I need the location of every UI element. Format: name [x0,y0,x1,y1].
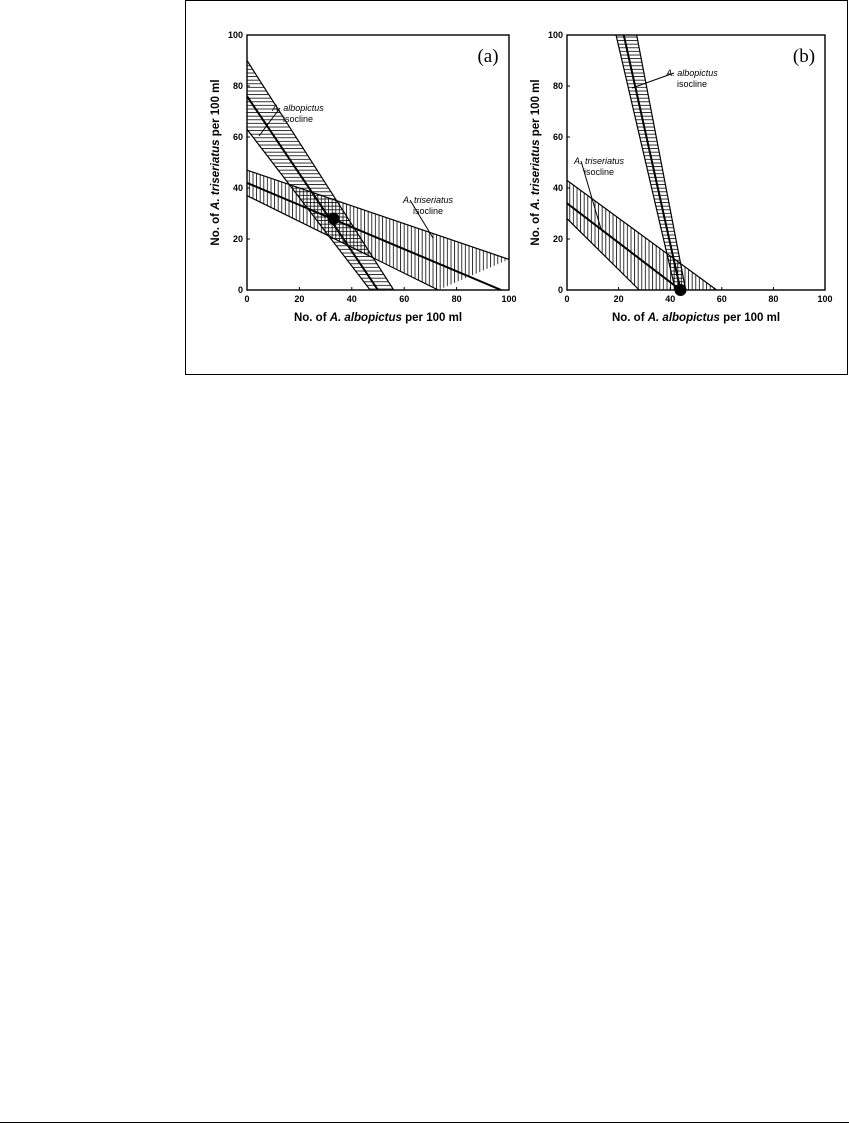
isocline-center-line-1 [622,35,682,290]
annotation-species: A. triseriatus [573,156,625,166]
y-tick-label: 40 [553,183,563,193]
y-tick-label: 40 [233,183,243,193]
y-tick-label: 0 [558,285,563,295]
annotation-species: A. triseriatus [402,195,454,205]
y-tick-label: 80 [233,81,243,91]
x-tick-label: 0 [564,294,569,304]
axes-frame [566,34,826,291]
annotation-isocline: isocline [283,114,313,124]
y-tick-label: 60 [233,132,243,142]
annotation-isocline: isocline [413,206,443,216]
isocline-lower-edge-2 [567,218,640,290]
y-tick-label: 20 [553,234,563,244]
panel-a: 0 20 40 60 80 100 0 20 40 60 80 100 No. of A. albopi… [210,30,517,324]
y-tick-label: 60 [553,132,563,142]
y-tick-label: 80 [553,81,563,91]
isocline-lower-edge-2 [247,195,439,290]
x-tick-label: 40 [347,294,357,304]
x-tick-label: 60 [717,294,727,304]
y-tick-label: 100 [548,30,563,40]
isocline-center-line-2 [247,181,502,290]
x-tick-label: 100 [817,294,832,304]
panel-b: 0 20 40 60 80 100 0 20 40 60 80 100 No. of A. albopi… [530,30,833,324]
annotation-leader-line [631,72,675,89]
y-axis-title: No. of A. triseriatus per 100 ml [530,79,542,245]
x-tick-label: 100 [501,294,516,304]
y-tick-label: 0 [238,285,243,295]
x-tick-label: 20 [614,294,624,304]
panel-label: (a) [477,46,498,67]
axes-frame [246,34,510,291]
x-tick-label: 80 [768,294,778,304]
figure-border [185,0,848,375]
isocline-upper-edge-1 [636,35,687,290]
x-axis-title: No. of A. albopictus per 100 ml [294,312,462,324]
annotation-leader-line [258,107,281,137]
x-tick-label: 40 [665,294,675,304]
x-tick-label: 20 [294,294,304,304]
y-tick-label: 20 [233,234,243,244]
annotation-species: A. albopictus [665,68,718,78]
x-tick-label: 80 [452,294,462,304]
annotation-isocline: isocline [584,167,614,177]
y-axis-title: No. of A. triseriatus per 100 ml [210,79,222,245]
x-tick-label: 60 [399,294,409,304]
plot-area [247,60,509,290]
isocline-upper-edge-2 [247,169,509,260]
equilibrium-point [327,212,340,225]
annotation-species: A. albopictus [271,103,324,113]
isocline-band-1 [616,35,686,290]
panel-label: (b) [793,46,815,67]
annotation-leader-line [409,199,434,239]
isocline-center-line-2 [567,202,682,290]
isocline-band-2 [247,170,509,290]
annotation-isocline: isocline [677,79,707,89]
annotation-leader-line [580,160,602,230]
isocline-lower-edge-1 [615,35,676,290]
y-tick-label: 100 [228,30,243,40]
x-tick-label: 0 [244,294,249,304]
x-axis-title: No. of A. albopictus per 100 ml [612,312,780,324]
